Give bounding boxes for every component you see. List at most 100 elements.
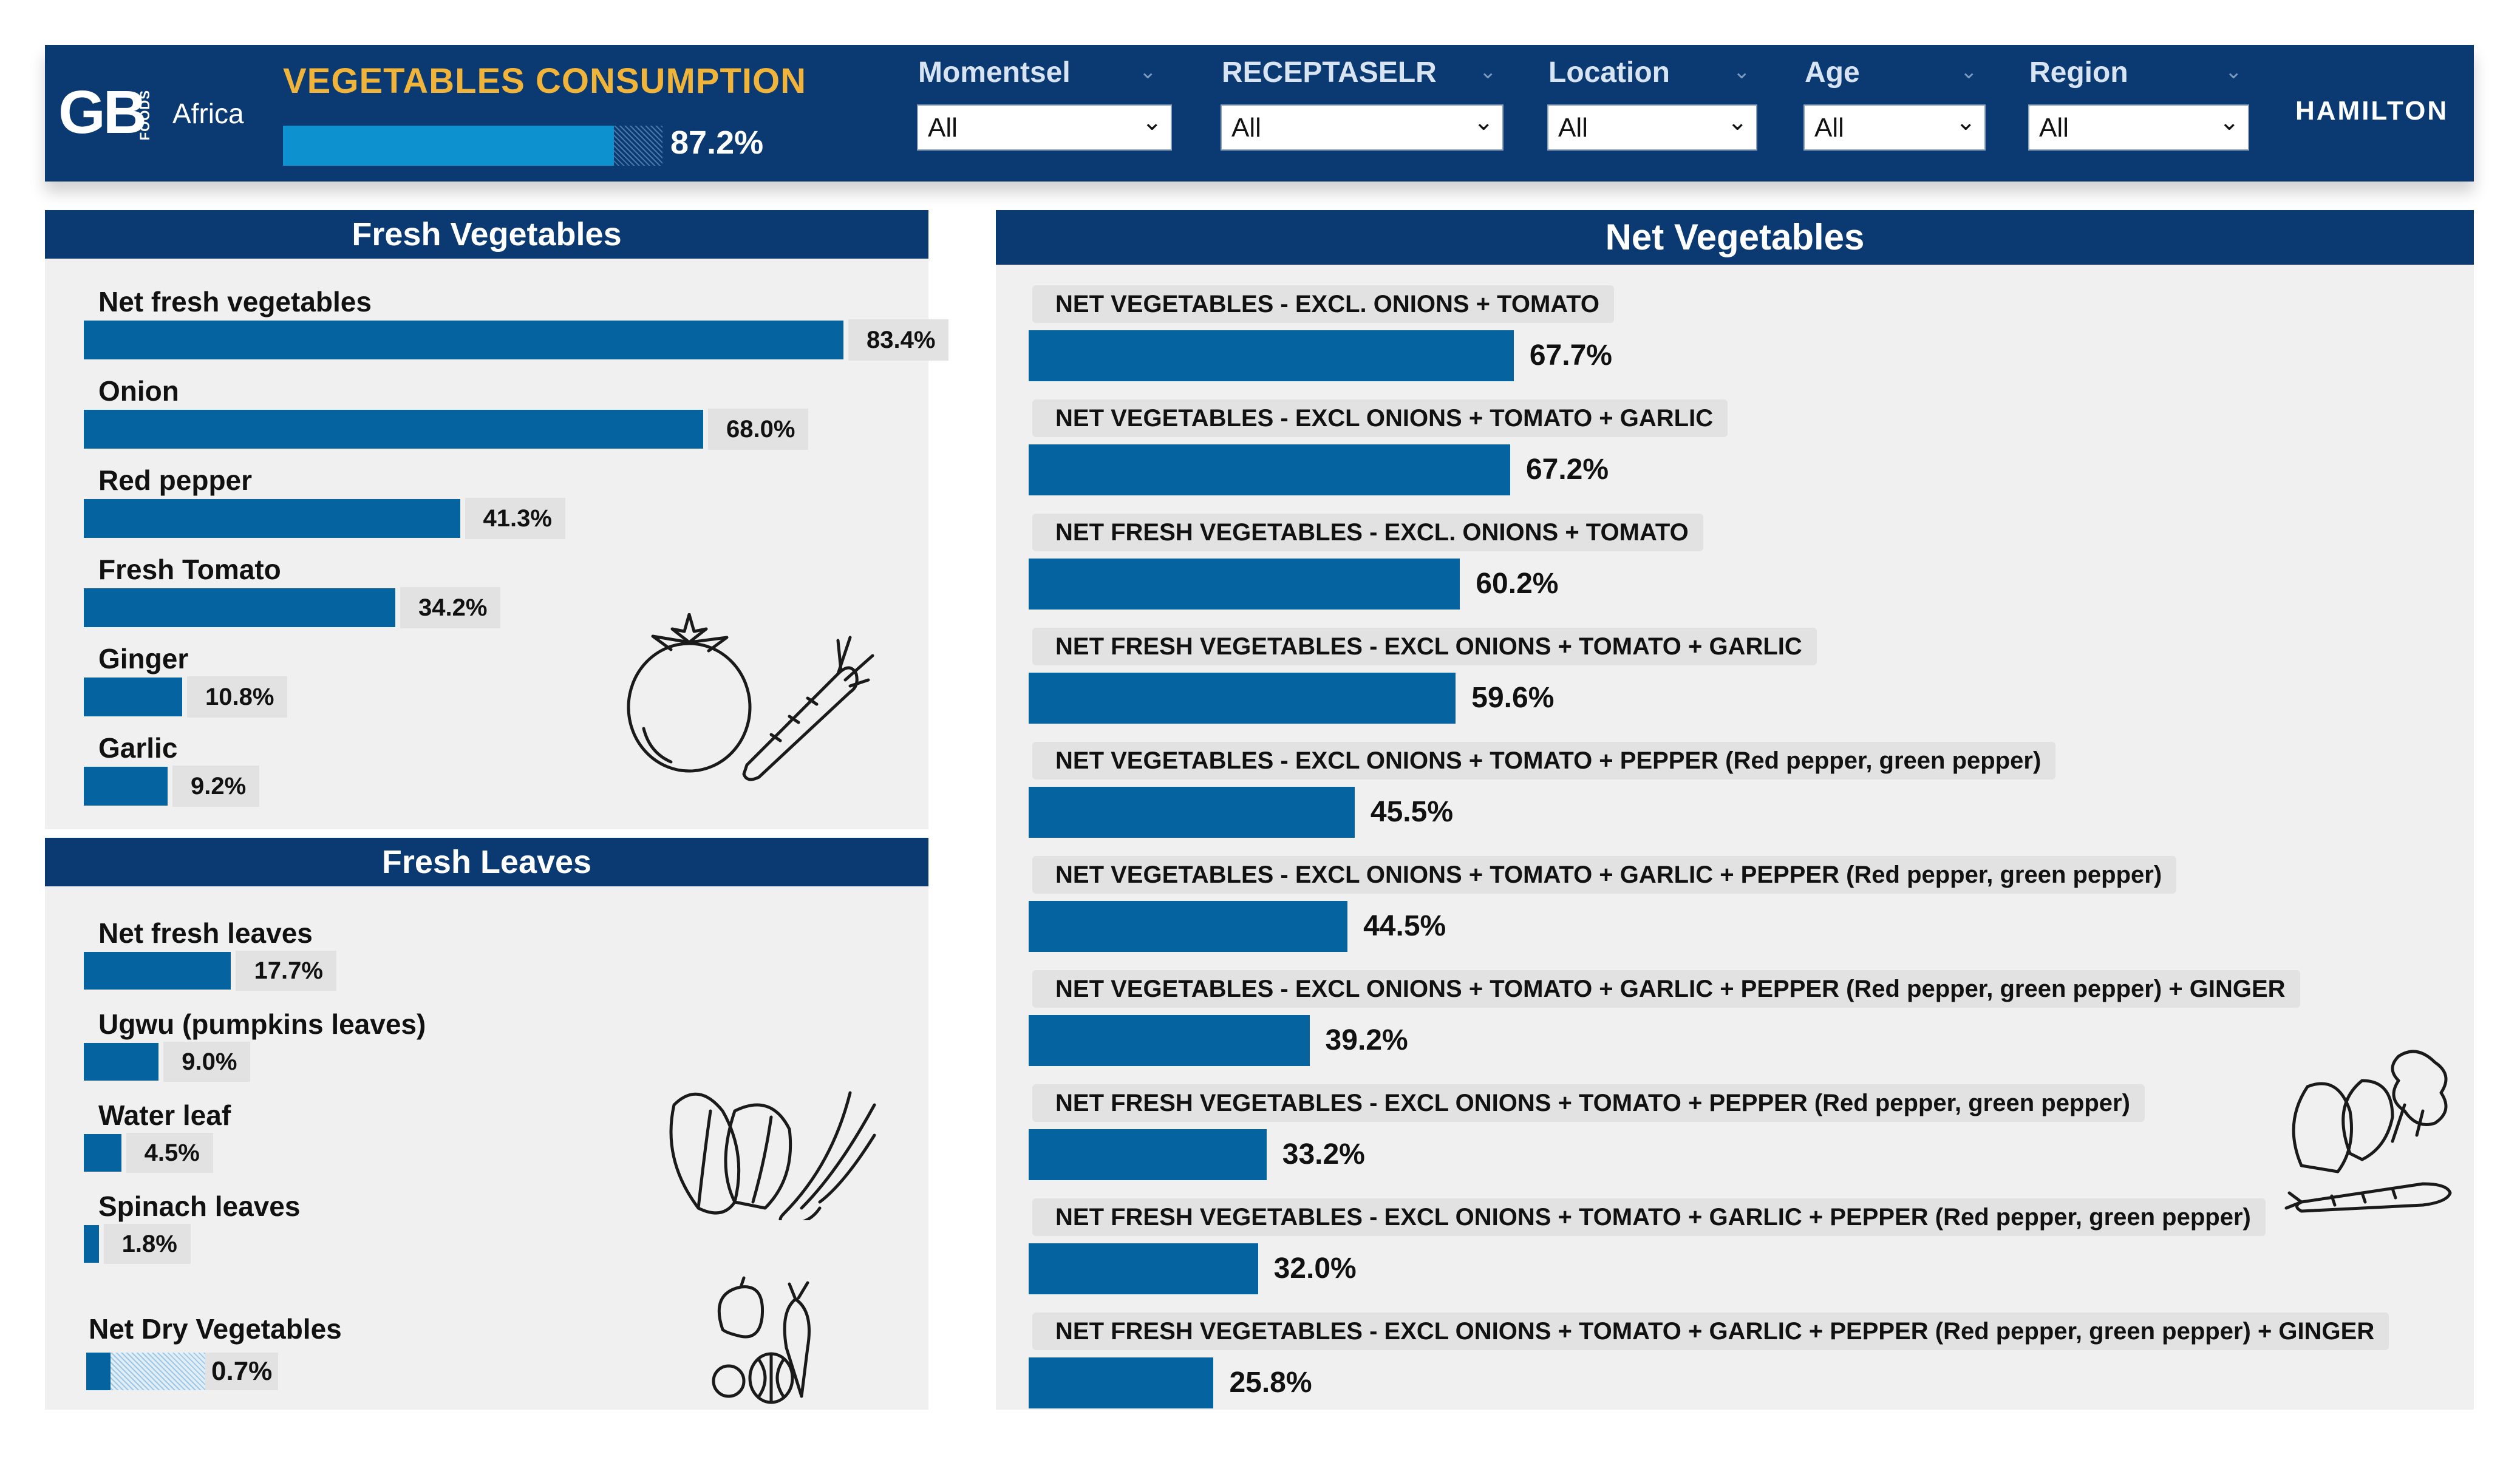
net-vegetables-value: 39.2% [1325, 1024, 1408, 1056]
filter-label-momentsel: Momentsel [918, 56, 1071, 89]
fresh-leaves-value: 4.5% [126, 1133, 213, 1173]
filter-value: All [1558, 113, 1588, 143]
logo-region-text: Africa [172, 98, 244, 129]
logo-foods-text: FOODS [137, 90, 152, 141]
filter-label-receptaselr: RECEPTASELR [1222, 56, 1437, 89]
fresh-vegetables-value: 68.0% [708, 409, 809, 450]
kpi-progress-bar [283, 126, 662, 166]
net-vegetables-bar [1029, 1243, 1258, 1294]
user-name: HAMILTON [2295, 96, 2449, 126]
net-vegetables-bar [1029, 1357, 1214, 1408]
net-vegetables-bar [1029, 787, 1355, 838]
filter-value: All [1814, 113, 1844, 143]
chevron-down-icon: ⌄ [1473, 109, 1494, 135]
net-vegetables-item-label: NET FRESH VEGETABLES - EXCL ONIONS + TOM… [1032, 1084, 2145, 1122]
filter-label-age: Age [1805, 56, 1860, 89]
filter-dropdown-region[interactable]: All ⌄ [2028, 104, 2249, 151]
chevron-down-icon: ⌄ [1727, 109, 1748, 135]
fresh-vegetables-value: 83.4% [848, 319, 949, 361]
fresh-vegetables-item-label: Red pepper [98, 464, 253, 496]
fresh-leaves-item-label: Ugwu (pumpkins leaves) [98, 1008, 426, 1040]
fresh-leaves-item-label: Water leaf [98, 1099, 231, 1131]
fresh-vegetables-bar [84, 767, 168, 806]
fresh-vegetables-item-label: Garlic [98, 732, 178, 764]
net-vegetables-value: 59.6% [1471, 682, 1555, 714]
chevron-down-icon[interactable]: ⌄ [1960, 60, 1978, 83]
net-vegetables-bar [1029, 673, 1456, 724]
net-vegetables-bar [1029, 330, 1514, 381]
filter-label-region: Region [2029, 56, 2128, 89]
chevron-down-icon[interactable]: ⌄ [1139, 60, 1157, 83]
fresh-vegetables-bar [84, 588, 395, 627]
filter-dropdown-momentsel[interactable]: All ⌄ [917, 104, 1172, 151]
net-vegetables-value: 32.0% [1273, 1252, 1357, 1285]
net-dry-vegetables-fill [86, 1353, 111, 1390]
net-vegetables-value: 25.8% [1229, 1367, 1312, 1399]
fresh-leaves-bar [84, 1225, 99, 1263]
net-dry-vegetables-label: Net Dry Vegetables [89, 1313, 342, 1345]
net-vegetables-item-label: NET FRESH VEGETABLES - EXCL ONIONS + TOM… [1032, 1198, 2266, 1236]
net-dry-vegetables-value: 0.7% [205, 1353, 279, 1390]
net-vegetables-title: Net Vegetables [996, 210, 2474, 265]
net-vegetables-item-label: NET FRESH VEGETABLES - EXCL ONIONS + TOM… [1032, 628, 1817, 665]
filter-label-location: Location [1548, 56, 1670, 89]
fresh-leaves-value: 1.8% [103, 1224, 191, 1264]
mixed-vegetables-icon [712, 1276, 811, 1404]
fresh-vegetables-item-label: Fresh Tomato [98, 554, 281, 585]
net-vegetables-bar [1029, 1129, 1267, 1180]
fresh-vegetables-bar [84, 410, 703, 449]
fresh-vegetables-bar [84, 321, 843, 359]
fresh-leaves-bar [84, 952, 231, 990]
fresh-vegetables-value: 10.8% [187, 676, 288, 718]
net-vegetables-item-label: NET FRESH VEGETABLES - EXCL. ONIONS + TO… [1032, 514, 1703, 551]
filter-value: All [928, 113, 958, 143]
net-vegetables-bar [1029, 1015, 1310, 1066]
fresh-vegetables-item-label: Ginger [98, 643, 189, 674]
filter-dropdown-receptaselr[interactable]: All ⌄ [1221, 104, 1503, 151]
chevron-down-icon[interactable]: ⌄ [1479, 60, 1497, 83]
net-vegetables-value: 67.2% [1525, 453, 1609, 486]
chevron-down-icon[interactable]: ⌄ [1733, 60, 1751, 83]
fresh-leaves-bar [84, 1134, 121, 1172]
net-dry-vegetables-bar [86, 1353, 205, 1390]
fresh-vegetables-value: 34.2% [400, 587, 501, 628]
net-vegetables-item-label: NET VEGETABLES - EXCL ONIONS + TOMATO + … [1032, 399, 1728, 437]
net-vegetables-value: 67.7% [1529, 339, 1612, 372]
net-vegetables-bar [1029, 444, 1510, 495]
fresh-vegetables-value: 9.2% [172, 766, 260, 807]
kpi-value: 87.2% [670, 124, 764, 161]
fresh-vegetables-title: Fresh Vegetables [45, 210, 928, 259]
fresh-leaves-title: Fresh Leaves [45, 838, 928, 886]
chevron-down-icon: ⌄ [1142, 109, 1162, 135]
net-vegetables-item-label: NET FRESH VEGETABLES - EXCL ONIONS + TOM… [1032, 1313, 2389, 1350]
fresh-leaves-panel [45, 838, 928, 1410]
net-vegetables-item-label: NET VEGETABLES - EXCL. ONIONS + TOMATO [1032, 285, 1615, 323]
fresh-vegetables-bar [84, 499, 460, 538]
fresh-vegetables-value: 41.3% [465, 498, 565, 539]
net-vegetables-value: 45.5% [1370, 796, 1453, 828]
chevron-down-icon[interactable]: ⌄ [2225, 60, 2242, 83]
net-vegetables-value: 44.5% [1363, 910, 1446, 942]
fresh-leaves-item-label: Spinach leaves [98, 1190, 301, 1222]
kpi-progress-fill [283, 126, 614, 166]
fresh-leaves-value: 17.7% [236, 951, 336, 991]
filter-value: All [1231, 113, 1261, 143]
fresh-vegetables-bar [84, 678, 182, 716]
fresh-leaves-value: 9.0% [163, 1042, 251, 1082]
net-vegetables-item-label: NET VEGETABLES - EXCL ONIONS + TOMATO + … [1032, 742, 2056, 779]
fresh-vegetables-item-label: Net fresh vegetables [98, 286, 372, 318]
net-vegetables-value: 60.2% [1476, 568, 1559, 600]
filter-value: All [2039, 113, 2069, 143]
fresh-leaves-bar [84, 1043, 159, 1081]
net-vegetables-item-label: NET VEGETABLES - EXCL ONIONS + TOMATO + … [1032, 856, 2177, 894]
fresh-vegetables-item-label: Onion [98, 375, 179, 407]
chevron-down-icon: ⌄ [2219, 109, 2239, 135]
chevron-down-icon: ⌄ [1955, 109, 1976, 135]
kpi-title: VEGETABLES CONSUMPTION [283, 61, 806, 101]
filter-dropdown-age[interactable]: All ⌄ [1803, 104, 1986, 151]
gb-foods-logo: GB [58, 78, 147, 146]
filter-dropdown-location[interactable]: All ⌄ [1547, 104, 1757, 151]
net-vegetables-value: 33.2% [1282, 1138, 1365, 1170]
tomato-carrot-icon [627, 613, 874, 781]
leafy-greens-icon [669, 1091, 876, 1220]
